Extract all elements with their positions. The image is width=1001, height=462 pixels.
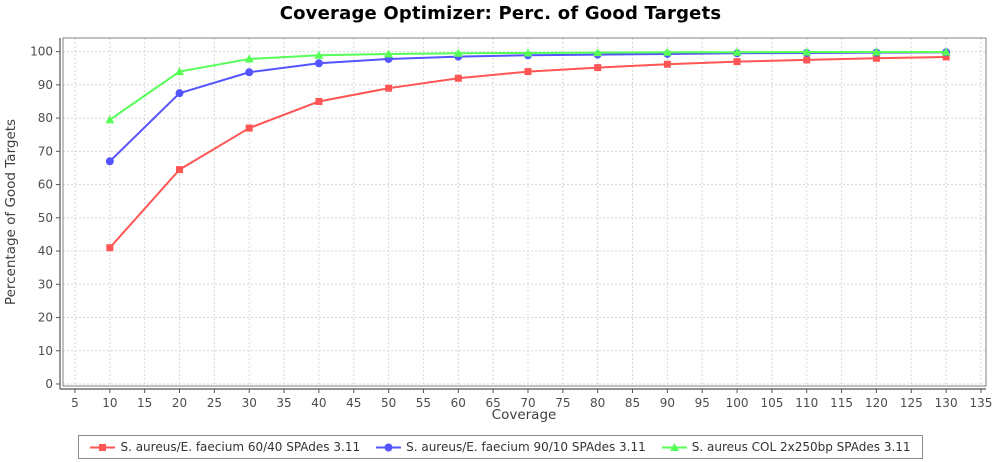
data-point-marker	[244, 54, 254, 63]
data-point-marker	[315, 97, 323, 105]
data-point-marker	[733, 58, 741, 66]
legend-box: S. aureus/E. faecium 60/40 SPAdes 3.11 S.…	[78, 435, 923, 459]
y-tick-label: 100	[30, 45, 53, 59]
data-point-marker	[523, 48, 533, 57]
y-tick-label: 40	[38, 244, 53, 258]
x-tick-label: 35	[276, 396, 291, 410]
series-square	[106, 53, 950, 252]
data-point-marker	[176, 166, 184, 174]
data-point-marker	[245, 124, 253, 132]
y-tick-label: 20	[38, 311, 53, 325]
data-point-marker	[594, 64, 602, 72]
y-tick-label: 0	[45, 377, 53, 391]
x-tick-label: 50	[381, 396, 396, 410]
x-tick-label: 15	[137, 396, 152, 410]
y-tick-label: 50	[38, 211, 53, 225]
data-point-marker	[663, 60, 671, 68]
x-tick-label: 75	[555, 396, 570, 410]
x-tick-label: 25	[207, 396, 222, 410]
y-tick-label: 70	[38, 144, 53, 158]
data-point-marker	[662, 47, 672, 56]
x-axis-label: Coverage	[492, 407, 557, 423]
legend-square-marker-icon	[90, 443, 116, 451]
data-point-marker	[314, 59, 323, 68]
legend: S. aureus/E. faecium 60/40 SPAdes 3.11 S.…	[0, 435, 1001, 459]
data-point-marker	[732, 47, 742, 56]
data-point-marker	[942, 53, 950, 61]
data-point-marker	[106, 244, 114, 252]
y-tick-label: 30	[38, 277, 53, 291]
x-tick-label: 65	[485, 396, 500, 410]
legend-item: S. aureus/E. faecium 90/10 SPAdes 3.11	[376, 440, 646, 454]
chart-title: Coverage Optimizer: Perc. of Good Target…	[279, 3, 722, 24]
legend-label: S. aureus/E. faecium 90/10 SPAdes 3.11	[406, 440, 646, 454]
x-tick-label: 90	[660, 396, 675, 410]
x-tick-label: 10	[102, 396, 117, 410]
data-point-marker	[175, 67, 185, 76]
data-point-marker	[314, 50, 324, 59]
legend-label: S. aureus/E. faecium 60/40 SPAdes 3.11	[120, 440, 361, 454]
y-tick-label: 90	[38, 78, 53, 92]
legend-item: S. aureus COL 2x250bp SPAdes 3.11	[661, 440, 911, 454]
data-point-marker	[384, 443, 393, 451]
x-tick-label: 115	[830, 396, 853, 410]
data-point-marker	[872, 54, 880, 62]
x-tick-label: 130	[935, 396, 958, 410]
plot-border	[62, 37, 987, 387]
x-tick-label: 120	[865, 396, 888, 410]
y-tick-label: 10	[38, 344, 53, 358]
data-point-marker	[99, 443, 107, 451]
y-tick-label: 80	[38, 111, 53, 125]
legend-circle-marker-icon	[376, 443, 402, 451]
x-tick-label: 70	[520, 396, 535, 410]
x-tick-label: 100	[726, 396, 749, 410]
x-tick-label: 95	[695, 396, 710, 410]
data-point-marker	[524, 68, 532, 76]
data-point-marker	[669, 442, 679, 451]
data-point-marker	[385, 84, 393, 92]
y-tick-label: 60	[38, 178, 53, 192]
data-point-marker	[871, 47, 881, 56]
x-tick-label: 105	[760, 396, 783, 410]
data-point-marker	[941, 47, 951, 56]
data-point-marker	[105, 157, 114, 166]
plot-area: 0 10 20 30 40 50 60 70 80 90 100 5 10 15 20 25 30 35 40 45 5…	[3, 37, 993, 423]
legend-label: S. aureus COL 2x250bp SPAdes 3.11	[691, 440, 911, 454]
data-point-marker	[593, 48, 603, 57]
data-point-marker	[453, 48, 463, 57]
x-tick-label: 110	[795, 396, 818, 410]
series-triangle	[105, 47, 951, 124]
x-tick-label: 80	[590, 396, 605, 410]
legend-triangle-marker-icon	[661, 442, 687, 451]
data-point-marker	[802, 47, 812, 56]
data-point-marker	[384, 49, 394, 58]
x-tick-label: 60	[451, 396, 466, 410]
data-point-marker	[454, 74, 462, 82]
x-tick-label: 125	[900, 396, 923, 410]
legend-item: S. aureus/E. faecium 60/40 SPAdes 3.11	[90, 440, 360, 454]
data-point-marker	[105, 115, 115, 124]
x-tick-label: 55	[416, 396, 431, 410]
y-axis-label: Percentage of Good Targets	[3, 119, 19, 305]
x-tick-label: 85	[625, 396, 640, 410]
data-point-marker	[803, 56, 811, 64]
x-tick-label: 45	[346, 396, 361, 410]
x-tick-label: 30	[242, 396, 257, 410]
x-tick-label: 40	[311, 396, 326, 410]
x-tick-label: 20	[172, 396, 187, 410]
data-point-marker	[175, 89, 184, 98]
x-tick-label: 135	[970, 396, 993, 410]
x-tick-label: 5	[71, 396, 79, 410]
data-point-marker	[245, 68, 254, 77]
